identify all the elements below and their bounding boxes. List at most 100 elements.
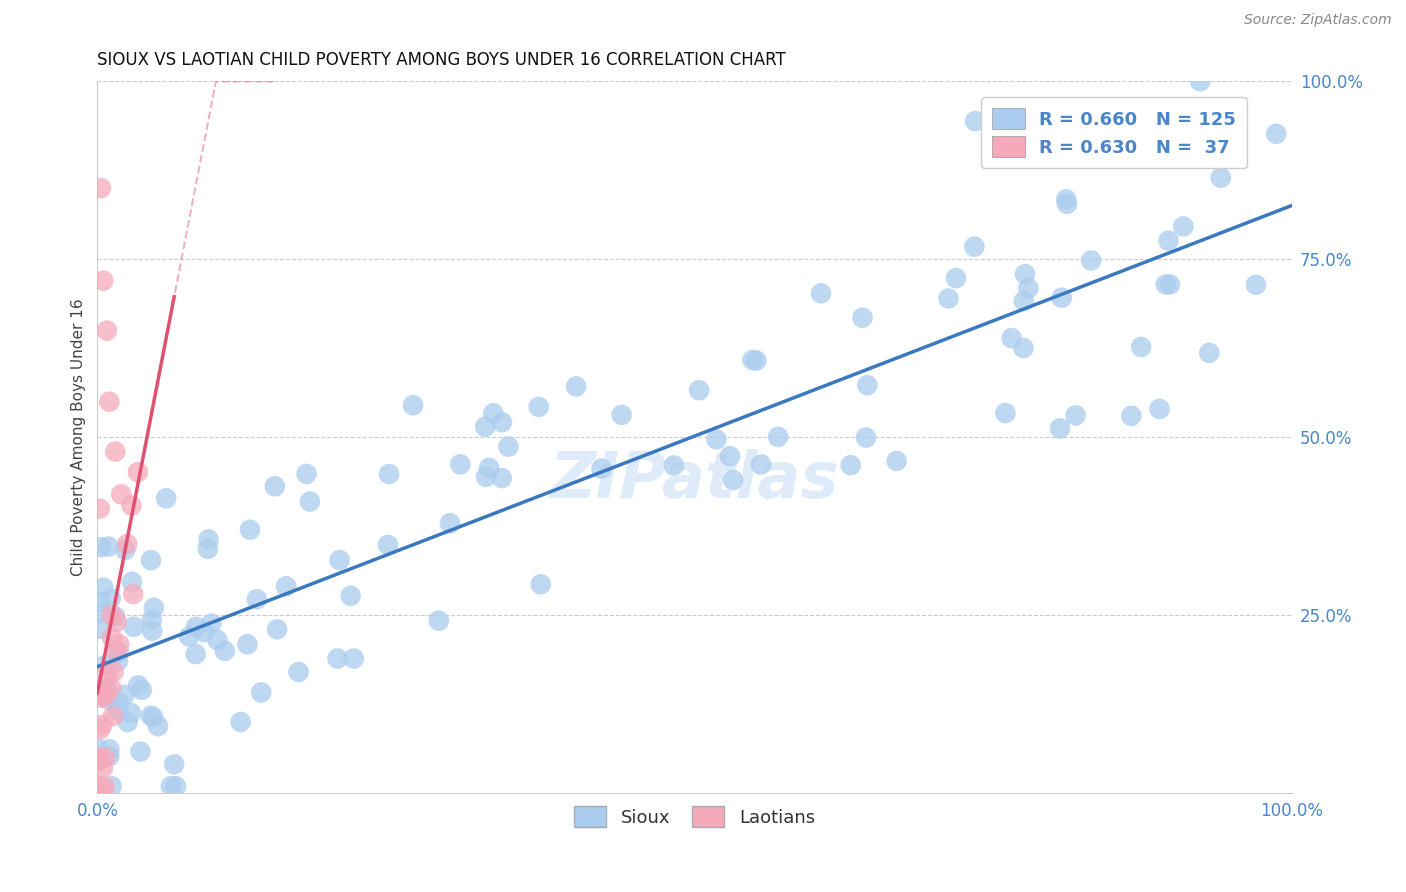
Point <box>107 703 129 717</box>
Point <box>855 431 877 445</box>
Point <box>101 631 124 645</box>
Point <box>139 708 162 723</box>
Point <box>266 623 288 637</box>
Point <box>87 779 110 793</box>
Point <box>530 577 553 591</box>
Point <box>87 752 110 766</box>
Point <box>87 751 110 765</box>
Point <box>1049 421 1071 435</box>
Point <box>114 542 136 557</box>
Point <box>527 400 550 414</box>
Point <box>107 654 129 668</box>
Point <box>104 609 127 624</box>
Point <box>141 624 163 638</box>
Point <box>1209 170 1232 185</box>
Point <box>94 750 117 764</box>
Point <box>246 592 269 607</box>
Point <box>129 745 152 759</box>
Point <box>108 696 131 710</box>
Point <box>115 537 138 551</box>
Point <box>378 467 401 481</box>
Point <box>1012 341 1035 355</box>
Point <box>100 591 122 606</box>
Point <box>963 239 986 253</box>
Point <box>1154 277 1177 292</box>
Point <box>89 723 111 737</box>
Point <box>91 718 114 732</box>
Point <box>105 615 128 629</box>
Point <box>214 644 236 658</box>
Point <box>236 637 259 651</box>
Point <box>91 274 114 288</box>
Point <box>155 491 177 506</box>
Point <box>87 751 110 765</box>
Point <box>122 587 145 601</box>
Point <box>264 479 287 493</box>
Point <box>377 538 399 552</box>
Point <box>402 398 425 412</box>
Point <box>1080 253 1102 268</box>
Point <box>90 690 112 705</box>
Point <box>146 719 169 733</box>
Point <box>1198 346 1220 360</box>
Point <box>104 444 127 458</box>
Point <box>117 714 139 729</box>
Point <box>120 706 142 720</box>
Point <box>103 665 125 679</box>
Point <box>89 595 111 609</box>
Point <box>851 310 873 325</box>
Point <box>184 647 207 661</box>
Point <box>938 292 960 306</box>
Point <box>1157 234 1180 248</box>
Point <box>160 779 183 793</box>
Point <box>100 779 122 793</box>
Point <box>1054 192 1077 206</box>
Point <box>1012 293 1035 308</box>
Point <box>163 757 186 772</box>
Point <box>856 378 879 392</box>
Point <box>1173 219 1195 234</box>
Point <box>295 467 318 481</box>
Point <box>100 607 122 622</box>
Point <box>90 786 112 800</box>
Point <box>1149 401 1171 416</box>
Point <box>100 681 122 695</box>
Point <box>197 533 219 547</box>
Point <box>229 714 252 729</box>
Point <box>121 574 143 589</box>
Point <box>1244 277 1267 292</box>
Point <box>96 681 118 695</box>
Point <box>110 487 132 501</box>
Point <box>139 553 162 567</box>
Point <box>207 632 229 647</box>
Point <box>98 394 121 409</box>
Point <box>491 471 513 485</box>
Point <box>90 541 112 555</box>
Point <box>96 324 118 338</box>
Point <box>326 651 349 665</box>
Point <box>449 458 471 472</box>
Point <box>498 440 520 454</box>
Point <box>179 630 201 644</box>
Point <box>108 637 131 651</box>
Point <box>810 286 832 301</box>
Point <box>96 667 118 681</box>
Point <box>98 742 121 756</box>
Point <box>994 406 1017 420</box>
Point <box>101 708 124 723</box>
Point <box>662 458 685 473</box>
Point <box>184 620 207 634</box>
Point <box>87 786 110 800</box>
Legend: Sioux, Laotians: Sioux, Laotians <box>567 799 823 834</box>
Point <box>127 678 149 692</box>
Point <box>193 625 215 640</box>
Point <box>93 780 115 794</box>
Y-axis label: Child Poverty Among Boys Under 16: Child Poverty Among Boys Under 16 <box>72 299 86 576</box>
Point <box>745 353 768 368</box>
Point <box>200 616 222 631</box>
Point <box>718 449 741 463</box>
Point <box>706 433 728 447</box>
Point <box>886 454 908 468</box>
Point <box>122 620 145 634</box>
Text: SIOUX VS LAOTIAN CHILD POVERTY AMONG BOYS UNDER 16 CORRELATION CHART: SIOUX VS LAOTIAN CHILD POVERTY AMONG BOY… <box>97 51 786 69</box>
